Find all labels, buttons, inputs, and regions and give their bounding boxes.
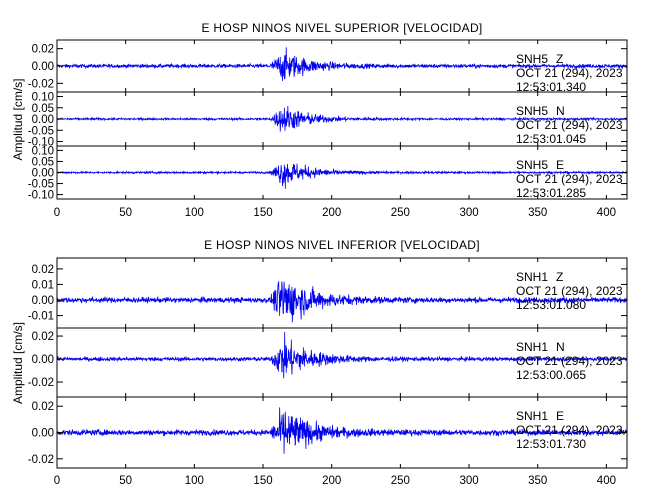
x-tick-label: 150 [253,207,272,219]
component-code: E [556,158,564,172]
station-label: SNH5 E [516,158,564,172]
component-code: Z [556,52,563,66]
x-tick-label: 300 [459,475,478,487]
y-tick-label: -0.02 [28,377,54,389]
record-date: OCT 21 (294), 2023 [516,423,623,437]
y-tick-label: 0.00 [32,354,54,366]
y-tick-label: 0.00 [32,428,54,440]
chart-group-1: E HOSP NINOS NIVEL SUPERIOR [VELOCIDAD] 0… [11,21,628,219]
record-time: 12:53:01.340 [516,80,586,94]
chart-title: E HOSP NINOS NIVEL SUPERIOR [VELOCIDAD] [201,21,482,35]
record-time: 12:53:01.080 [516,298,586,312]
x-tick-label: 150 [253,475,272,487]
station-label: SNH5 N [516,104,565,118]
x-tick-label: 50 [119,475,132,487]
station-label: SNH5 Z [516,52,563,66]
record-date: OCT 21 (294), 2023 [516,354,623,368]
x-tick-label: 0 [54,207,60,219]
x-tick-label: 400 [597,475,616,487]
y-tick-label: 0.05 [32,156,54,168]
y-tick-label: 0.10 [32,145,54,157]
record-date: OCT 21 (294), 2023 [516,172,623,186]
record-time: 12:53:01.730 [516,437,586,451]
station-code: SNH1 [516,270,548,284]
station-code: SNH1 [516,340,548,354]
y-tick-label: -0.05 [28,125,54,137]
waveform-trace [56,331,628,379]
station-code: SNH5 [516,52,548,66]
x-tick-label: 350 [528,207,547,219]
component-code: Z [556,270,563,284]
x-tick-label: 250 [391,207,410,219]
y-tick-label: 0.02 [32,264,54,276]
record-time: 12:53:01.285 [516,186,586,200]
y-tick-label: 0.02 [32,331,54,343]
x-tick-label: 300 [459,207,478,219]
x-tick-label: 250 [391,475,410,487]
x-tick-label: 0 [54,475,60,487]
station-code: SNH1 [516,409,548,423]
x-tick-label: 100 [185,207,204,219]
waveform-trace [56,163,628,189]
y-tick-label: -0.02 [28,78,54,90]
record-date: OCT 21 (294), 2023 [516,66,623,80]
record-date: OCT 21 (294), 2023 [516,284,623,298]
station-label: SNH1 N [516,340,565,354]
y-tick-label: 0.02 [32,44,54,56]
y-tick-label: 0.10 [32,92,54,104]
chart-title: E HOSP NINOS NIVEL INFERIOR [VELOCIDAD] [204,238,480,252]
y-tick-label: -0.10 [28,137,54,149]
y-tick-label: 0.02 [32,401,54,413]
waveform-trace [56,407,628,454]
x-tick-label: 350 [528,475,547,487]
y-axis-label: Amplitud [cm/s] [11,322,25,404]
x-tick-label: 400 [597,207,616,219]
station-label: SNH1 E [516,409,564,423]
y-tick-label: 0.00 [32,114,54,126]
waveform-trace [56,106,628,132]
record-time: 12:53:01.045 [516,132,586,146]
y-tick-label: -0.01 [28,311,54,323]
station-label: SNH1 Z [516,270,563,284]
component-code: N [556,340,565,354]
y-tick-label: 0.01 [32,279,54,291]
station-code: SNH5 [516,104,548,118]
x-tick-label: 100 [185,475,204,487]
chart-group-2: E HOSP NINOS NIVEL INFERIOR [VELOCIDAD] 0… [11,238,628,487]
x-tick-label: 200 [322,207,341,219]
waveform-trace [56,47,628,81]
y-tick-label: 0.00 [32,61,54,73]
x-tick-label: 50 [119,207,132,219]
y-tick-label: -0.05 [28,179,54,191]
waveform-trace [56,281,628,323]
y-tick-label: -0.10 [28,190,54,202]
record-date: OCT 21 (294), 2023 [516,118,623,132]
y-tick-label: 0.00 [32,295,54,307]
component-code: E [556,409,564,423]
y-tick-label: 0.00 [32,168,54,180]
x-tick-label: 200 [322,475,341,487]
station-code: SNH5 [516,158,548,172]
y-tick-label: -0.02 [28,454,54,466]
y-axis-label: Amplitud [cm/s] [11,78,25,160]
component-code: N [556,104,565,118]
y-tick-label: 0.05 [32,103,54,115]
record-time: 12:53:00.065 [516,368,586,382]
